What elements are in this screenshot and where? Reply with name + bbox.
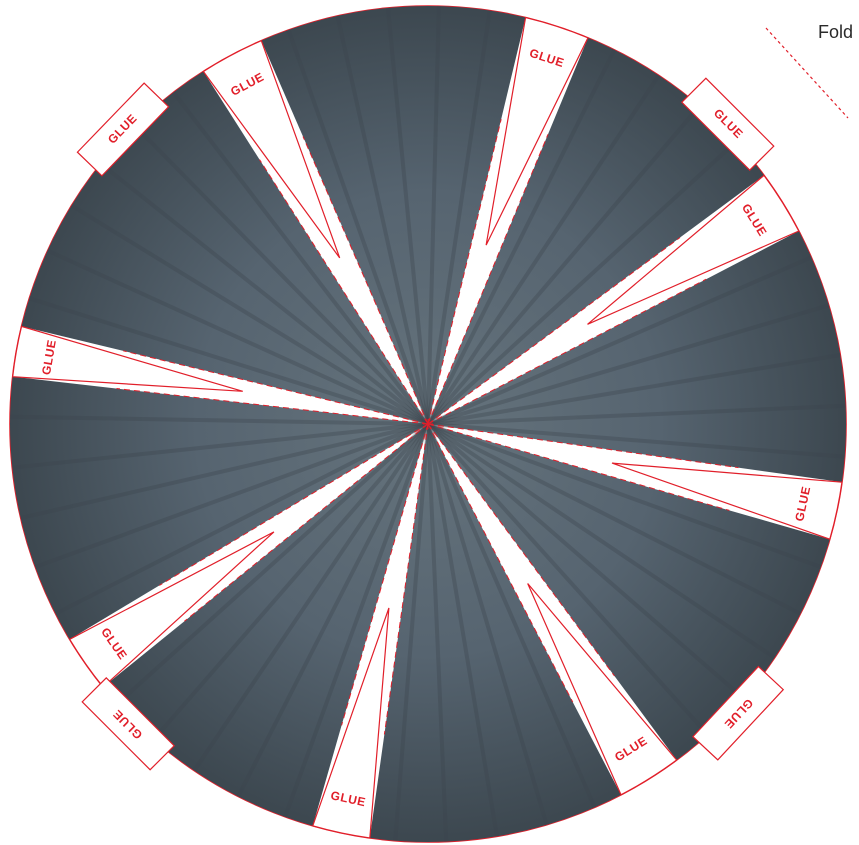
cone-panel-sector — [428, 230, 846, 483]
glue-box-tab: GLUE — [76, 82, 170, 177]
panel-streak — [283, 423, 430, 818]
panel-streak — [426, 6, 441, 425]
panel-streak — [133, 124, 430, 426]
panel-streak — [192, 422, 430, 772]
panel-streak — [427, 303, 830, 426]
fold-line — [427, 134, 549, 425]
glue-box-outline — [76, 82, 170, 177]
panel-streak — [426, 10, 492, 425]
fold-line — [427, 278, 707, 425]
fold-line — [123, 350, 429, 425]
panel-streak — [426, 140, 738, 426]
panel-streak — [70, 203, 430, 426]
panel-streak — [426, 423, 449, 842]
glue-wedge-tab — [587, 174, 800, 325]
glue-box-tab: GLUE — [692, 665, 785, 761]
panel-streak — [427, 403, 846, 426]
fold-line — [427, 119, 502, 425]
cone-panel-sector — [10, 376, 429, 640]
panel-streak — [236, 423, 430, 798]
panel-streak — [427, 353, 841, 426]
fold-line — [341, 423, 429, 726]
panel-streak — [12, 422, 429, 470]
panel-streak — [385, 7, 430, 425]
glue-wedge-tab — [485, 16, 589, 246]
glue-wedge-tab — [202, 39, 341, 259]
panel-streak — [20, 422, 429, 520]
cone-panel-sector — [428, 37, 765, 424]
glue-box-outline — [81, 677, 175, 771]
glue-wedge-tab — [527, 583, 678, 796]
panel-streak — [426, 104, 701, 426]
panel-streak — [426, 422, 776, 660]
glue-wedge-tab — [611, 462, 843, 540]
fold-line — [259, 159, 429, 425]
fold-line — [383, 423, 429, 735]
cone-panel-sector — [261, 6, 526, 425]
panel-streak — [426, 423, 499, 837]
panel-streak — [116, 422, 430, 706]
panel-streak — [427, 422, 845, 459]
panel-streak — [152, 422, 430, 741]
panel-streak — [46, 248, 429, 426]
fold-line-layer — [116, 119, 739, 735]
glue-wedge-tab — [312, 607, 390, 839]
dashed-line-icon — [765, 27, 849, 119]
glue-box-outline — [692, 665, 785, 761]
panel-streak — [171, 91, 430, 426]
panel-streak — [427, 255, 813, 426]
panel-streak — [99, 162, 430, 426]
panel-streak — [393, 423, 430, 841]
panel-streak — [426, 422, 745, 700]
glue-box-tab: GLUE — [81, 677, 175, 771]
panel-streak — [54, 422, 429, 616]
cone-panel-sector — [103, 424, 428, 826]
panel-streak — [34, 422, 429, 569]
fold-legend-label: Fold — [817, 22, 853, 42]
glue-box-outline — [681, 77, 775, 171]
center-mark — [423, 419, 433, 429]
fold-line — [427, 423, 574, 703]
tab-layer: GLUEGLUEGLUEGLUEGLUEGLUEGLUEGLUEGLUEGLUE… — [12, 16, 843, 839]
panel-streak — [427, 422, 822, 569]
fold-line — [159, 423, 429, 586]
fold-line — [427, 423, 615, 677]
panel-streak — [426, 422, 710, 736]
panel-streak — [335, 15, 430, 425]
glue-box-tab: GLUE — [681, 77, 775, 171]
panel-streak — [426, 74, 661, 426]
panel-streak — [286, 29, 430, 425]
fold-line — [427, 237, 681, 425]
panel-streak — [10, 414, 429, 426]
panel-streak — [427, 422, 802, 616]
cone-panel-sector — [21, 71, 428, 425]
cone-panel-sector — [428, 424, 830, 761]
panel-streak — [28, 296, 429, 426]
fold-line — [184, 423, 429, 622]
panel-streak — [426, 49, 617, 425]
fold-line — [427, 423, 730, 511]
panel-streak — [426, 423, 597, 809]
glue-wedge-tab — [12, 325, 243, 392]
glue-label: GLUE — [39, 338, 59, 376]
panel-streak — [426, 423, 549, 826]
fold-line — [116, 388, 429, 425]
fold-line — [427, 423, 739, 469]
cone-panel-sector — [369, 424, 622, 842]
sector-layer — [10, 6, 846, 842]
fold-line — [302, 136, 429, 425]
